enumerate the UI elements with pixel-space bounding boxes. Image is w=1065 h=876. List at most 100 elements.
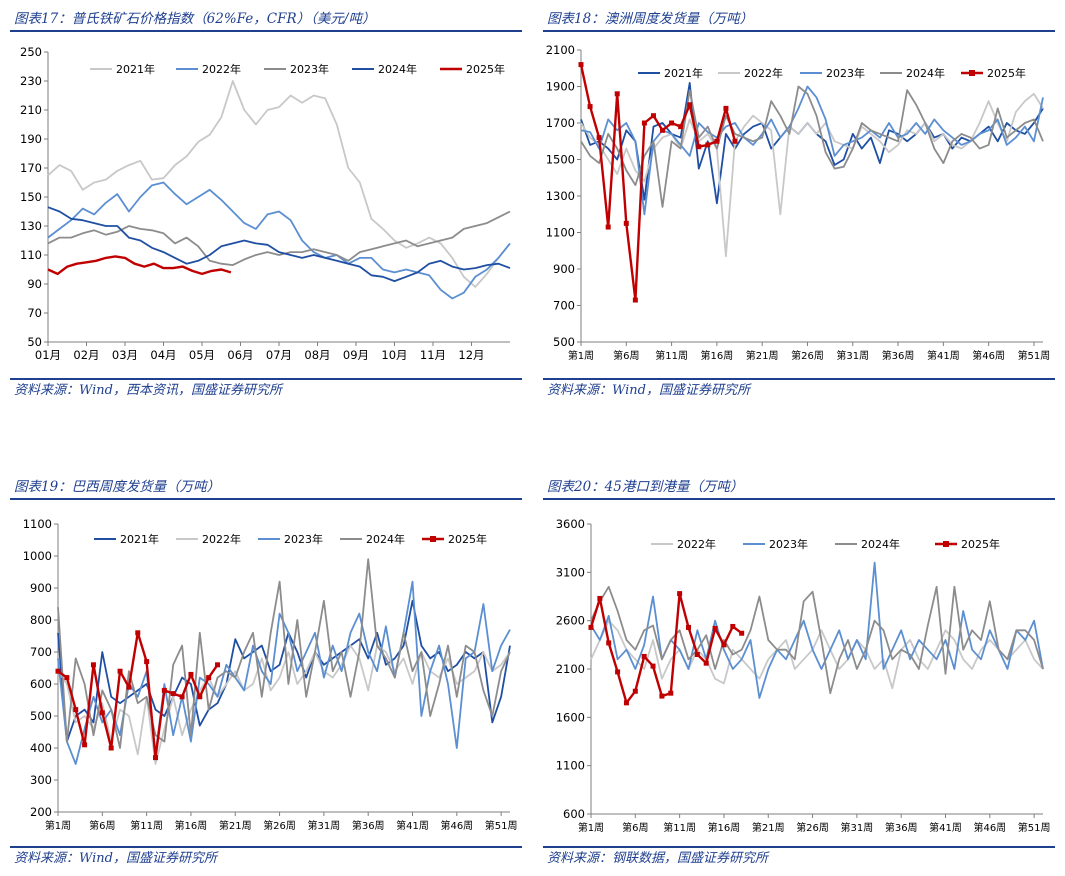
data-point-marker xyxy=(712,625,718,631)
x-tick-label: 第31周 xyxy=(836,349,869,362)
data-point-marker xyxy=(730,623,736,629)
y-tick-label: 300 xyxy=(30,773,52,787)
y-tick-label: 1700 xyxy=(546,116,575,130)
y-tick-label: 900 xyxy=(553,262,575,276)
data-point-marker xyxy=(179,694,185,700)
y-tick-label: 190 xyxy=(20,132,42,146)
series-line-2025年 xyxy=(47,255,232,276)
x-tick-label: 04月 xyxy=(150,348,176,362)
x-tick-label: 第11周 xyxy=(655,349,688,362)
x-tick-label: 第6周 xyxy=(622,821,648,834)
x-tick-label: 第11周 xyxy=(663,821,696,834)
y-tick-label: 1100 xyxy=(23,517,52,531)
ports-arrivals-chart: 600 1100 1600 2100 2600 3100 3600 第1周 第6周 第11周 第16… xyxy=(556,517,1051,834)
chart-panel-iron-ore-price: 图表17：普氏铁矿石价格指数（62%Fe，CFR）（美元/吨） 50 70 90 11… xyxy=(10,6,522,406)
series-line-2023年 xyxy=(590,561,1044,699)
data-point-marker xyxy=(170,691,176,697)
data-point-marker xyxy=(678,124,684,130)
x-tick-label: 第1周 xyxy=(578,821,604,834)
x-tick-label: 第36周 xyxy=(885,821,918,834)
x-tick-label: 10月 xyxy=(381,348,407,362)
x-tick-label: 12月 xyxy=(458,348,484,362)
x-tick-label: 第21周 xyxy=(752,821,785,834)
x-tick-label: 07月 xyxy=(266,348,292,362)
y-tick-label: 150 xyxy=(20,190,42,204)
legend-marker xyxy=(430,536,436,542)
y-tick-label: 1500 xyxy=(546,153,575,167)
data-point-marker xyxy=(660,127,666,133)
legend-marker xyxy=(943,541,949,547)
series-line-2024年 xyxy=(57,558,511,749)
legend-label: 2022年 xyxy=(744,66,783,80)
y-tick-label: 3100 xyxy=(556,565,585,579)
series-line-2024年 xyxy=(580,85,1044,208)
legend-label: 2024年 xyxy=(861,537,900,551)
data-point-marker xyxy=(650,113,656,119)
series-line-2024年 xyxy=(590,585,1044,695)
legend-label: 2021年 xyxy=(120,532,159,546)
data-point-marker xyxy=(144,659,150,665)
legend-label: 2022年 xyxy=(677,537,716,551)
brazil-shipments-chart: 200 300 400 500 600 700 800 900 1000 1100 第1周 第6周 第1… xyxy=(23,517,518,832)
data-point-marker xyxy=(606,640,612,646)
legend-label: 2023年 xyxy=(769,537,808,551)
legend-label: 2024年 xyxy=(378,62,417,76)
legend-label: 2025年 xyxy=(466,62,505,76)
y-tick-label: 210 xyxy=(20,103,42,117)
data-point-marker xyxy=(99,710,105,716)
data-point-marker xyxy=(632,297,638,303)
x-tick-label: 第31周 xyxy=(841,821,874,834)
y-tick-label: 600 xyxy=(30,677,52,691)
legend-label: 2025年 xyxy=(961,537,1000,551)
data-point-marker xyxy=(64,675,70,681)
y-tick-label: 200 xyxy=(30,805,52,819)
data-point-marker xyxy=(108,745,114,751)
x-tick-label: 第51周 xyxy=(1018,349,1051,362)
series-line-2021年 xyxy=(580,82,1044,205)
y-tick-label: 70 xyxy=(27,306,42,320)
y-tick-label: 170 xyxy=(20,161,42,175)
y-tick-label: 700 xyxy=(30,645,52,659)
chart-title: 图表20：45港口到港量（万吨） xyxy=(543,474,1055,500)
data-point-marker xyxy=(597,595,603,601)
x-tick-label: 第16周 xyxy=(701,349,734,362)
x-tick-label: 第6周 xyxy=(89,819,115,832)
x-tick-label: 第36周 xyxy=(882,349,915,362)
data-point-marker xyxy=(117,668,123,674)
data-point-marker xyxy=(641,120,647,126)
data-point-marker xyxy=(687,102,693,108)
x-tick-label: 08月 xyxy=(304,348,330,362)
data-point-marker xyxy=(197,694,203,700)
y-tick-label: 1000 xyxy=(23,549,52,563)
data-point-marker xyxy=(82,742,88,748)
legend-label: 2024年 xyxy=(366,532,405,546)
chart-source: 资料来源：Wind，国盛证券研究所 xyxy=(543,378,1055,402)
data-point-marker xyxy=(206,675,212,681)
y-tick-label: 1100 xyxy=(556,759,585,773)
chart-title: 图表17：普氏铁矿石价格指数（62%Fe，CFR）（美元/吨） xyxy=(10,6,522,32)
legend-label: 2023年 xyxy=(290,62,329,76)
x-tick-label: 第31周 xyxy=(308,819,341,832)
x-tick-label: 第26周 xyxy=(796,821,829,834)
x-tick-label: 第46周 xyxy=(973,821,1006,834)
series-line-2022年 xyxy=(47,181,511,300)
legend-label: 2021年 xyxy=(664,66,703,80)
data-point-marker xyxy=(694,652,700,657)
chart-source: 资料来源：Wind，西本资讯，国盛证券研究所 xyxy=(10,378,522,402)
data-point-marker xyxy=(723,105,729,111)
series-line-2022年 xyxy=(590,619,1044,690)
x-tick-label: 06月 xyxy=(227,348,253,362)
x-tick-label: 第51周 xyxy=(1018,821,1051,834)
data-point-marker xyxy=(721,642,727,648)
data-point-marker xyxy=(614,91,620,97)
y-tick-label: 700 xyxy=(553,299,575,313)
data-point-marker xyxy=(641,653,647,659)
series-line-2022年 xyxy=(57,644,511,765)
legend-label: 2023年 xyxy=(826,66,865,80)
data-point-marker xyxy=(161,687,167,693)
y-tick-label: 2100 xyxy=(546,43,575,57)
chart-panel-brazil-shipments: 图表19：巴西周度发货量（万吨） 200 300 400 500 600 700 800 90… xyxy=(10,474,522,874)
data-point-marker xyxy=(135,630,141,636)
iron-ore-price-chart: 50 70 90 110 130 150 170 190 210 230 250 01月 02月 03月 0… xyxy=(20,45,511,362)
y-tick-label: 400 xyxy=(30,741,52,755)
